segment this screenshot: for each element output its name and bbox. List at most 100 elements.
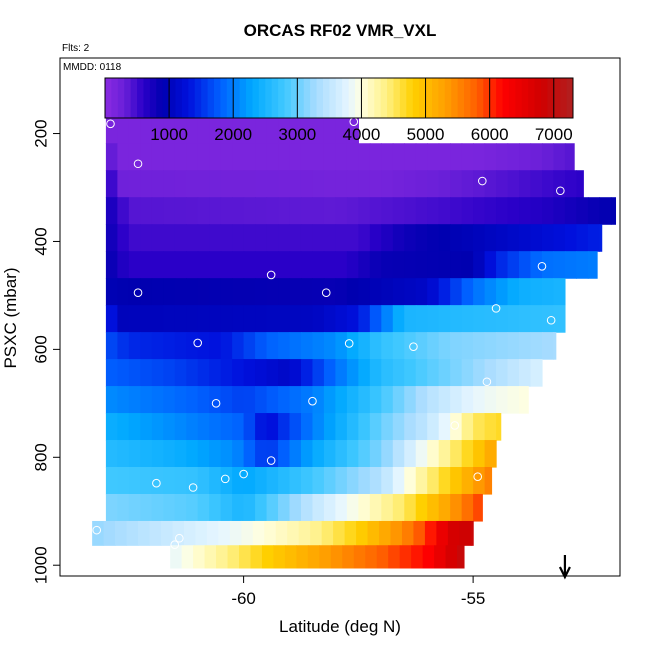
heatmap-cell: [450, 251, 463, 279]
heatmap-cell: [232, 170, 245, 198]
data-point: [211, 399, 221, 408]
heatmap-cell: [587, 251, 598, 279]
heatmap-cell: [507, 170, 520, 198]
heatmap-cell: [278, 386, 291, 414]
heatmap-cell: [312, 305, 325, 333]
heatmap-cell: [232, 332, 245, 360]
heatmap-cell: [197, 170, 210, 198]
heatmap-cell: [229, 520, 242, 546]
heatmap-cell: [450, 332, 463, 360]
heatmap-cell: [321, 520, 334, 546]
heatmap-cell: [424, 520, 437, 546]
heatmap-cell: [335, 116, 348, 144]
heatmap-cell: [117, 224, 130, 252]
heatmap-cell: [392, 440, 405, 468]
heatmap-cell: [151, 278, 164, 306]
heatmap-cell: [197, 251, 210, 279]
heatmap-cell: [232, 197, 245, 225]
heatmap-cell: [438, 359, 451, 387]
colorbar-swatch: [105, 78, 112, 118]
heatmap-cell: [105, 305, 118, 333]
heatmap-cell: [369, 278, 382, 306]
heatmap-cell: [369, 386, 382, 414]
heatmap-cell: [346, 143, 359, 171]
heatmap-cell: [404, 440, 417, 468]
heatmap-cell: [461, 332, 474, 360]
heatmap-cell: [151, 224, 164, 252]
colorbar-swatch: [335, 78, 343, 118]
heatmap-cell: [255, 305, 268, 333]
heatmap-cell: [105, 170, 118, 198]
heatmap-cell: [319, 545, 332, 569]
heatmap-cell: [415, 224, 428, 252]
heatmap-cell: [255, 493, 268, 522]
heatmap-cell: [266, 332, 279, 360]
heatmap-cell: [323, 467, 337, 495]
data-point: [133, 288, 143, 298]
heatmap-cell: [105, 224, 118, 252]
data-point: [473, 472, 483, 482]
colorbar-swatch: [451, 78, 459, 118]
heatmap-cell: [381, 467, 394, 495]
colorbar-swatch: [201, 78, 209, 118]
heatmap-cell: [255, 359, 268, 387]
heatmap-cell: [599, 197, 612, 225]
heatmap-cell: [140, 224, 153, 252]
heatmap-cell: [438, 278, 451, 306]
heatmap-cell: [105, 332, 118, 360]
heatmap-cell: [358, 170, 371, 198]
heatmap-cell: [300, 332, 314, 360]
heatmap-cell: [243, 170, 256, 198]
heatmap-cell: [507, 197, 520, 225]
heatmap-cell: [541, 170, 555, 198]
heatmap-cell: [266, 493, 279, 522]
heatmap-cell: [275, 520, 288, 546]
heatmap-cell: [461, 278, 474, 306]
heatmap-cell: [300, 197, 314, 225]
heatmap-cell: [369, 440, 382, 468]
heatmap-cell: [289, 332, 302, 360]
heatmap-cell: [404, 493, 417, 522]
y-tick-label: 800: [31, 443, 50, 471]
heatmap-cell: [392, 170, 405, 198]
heatmap-cell: [174, 170, 187, 198]
heatmap-cell: [186, 467, 199, 495]
colorbar-swatch: [188, 78, 196, 118]
heatmap-cell: [209, 359, 222, 387]
heatmap-cell: [117, 440, 130, 468]
heatmap-cell: [186, 170, 199, 198]
heatmap-cell: [312, 332, 325, 360]
colorbar-swatch: [169, 78, 177, 118]
heatmap-cell: [381, 386, 394, 414]
heatmap-cell: [128, 413, 141, 441]
heatmap-cell: [174, 413, 187, 441]
colorbar-swatch: [406, 78, 414, 118]
heatmap-cell: [436, 520, 449, 546]
heatmap-cell: [358, 413, 371, 441]
heatmap-cell: [323, 305, 337, 333]
heatmap-cell: [461, 143, 474, 171]
heatmap-cell: [105, 440, 118, 468]
heatmap-cell: [266, 197, 279, 225]
x-axis: -60 -55: [231, 576, 485, 608]
heatmap-cell: [473, 224, 486, 252]
heatmap-cell: [197, 143, 210, 171]
colorbar-swatch: [194, 78, 202, 118]
colorbar-swatch: [489, 78, 497, 118]
colorbar-swatch: [553, 78, 561, 118]
plot-frame: [59, 57, 621, 577]
colorbar-swatch: [355, 78, 362, 118]
heatmap-cell: [128, 224, 141, 252]
heatmap-cell: [149, 520, 162, 546]
heatmap-cell: [284, 545, 297, 569]
heatmap-cell: [163, 251, 176, 279]
colorbar-swatch: [342, 78, 350, 118]
heatmap-cell: [369, 305, 382, 333]
heatmap-cell: [128, 197, 141, 225]
data-point: [537, 261, 547, 271]
heatmap-cell: [312, 359, 325, 387]
colorbar-swatch: [419, 78, 427, 118]
heatmap-cell: [128, 467, 141, 495]
heatmap-cell: [266, 224, 279, 252]
heatmap-cell: [507, 251, 520, 279]
